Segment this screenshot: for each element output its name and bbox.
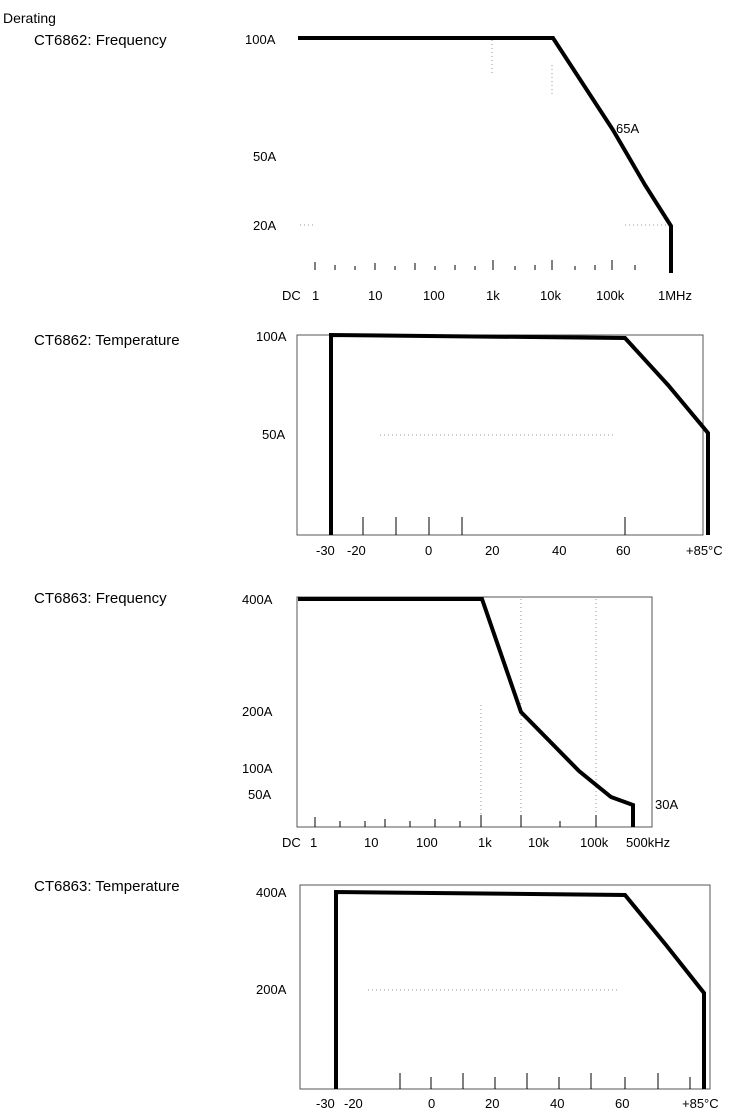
y-tick-label: 50A [262,427,285,442]
x-tick-label: 0 [425,543,432,558]
y-tick-label: 400A [256,885,287,900]
x-tick-label: 60 [616,543,630,558]
x-tick-label: 40 [552,543,566,558]
x-tick-label: -30 [316,543,335,558]
x-tick-label: 500kHz [626,835,670,850]
tick-marks [362,517,626,535]
x-tick-label: 20 [485,543,499,558]
panel-label-ct6863-temperature: CT6863: Temperature [34,878,180,895]
panel-label-ct6862-frequency: CT6862: Frequency [34,32,167,49]
derating-curve [334,889,706,1089]
chart-ct6862-temperature: 100A 50A -30 -20 0 20 40 60 +85°C [256,329,723,558]
tick-marks [399,1073,691,1089]
x-tick-label: -20 [344,1096,363,1111]
chart-ct6862-frequency: 100A 50A 20A 65A DC 1 10 100 1k 10k 100k… [245,32,692,303]
y-tick-label: 200A [242,704,273,719]
derating-curve [329,332,710,535]
x-tick-label: 0 [428,1096,435,1111]
x-tick-label: 100k [580,835,609,850]
grid-lines [480,599,597,825]
x-tick-label: DC [282,835,301,850]
grid-lines [300,40,670,226]
y-tick-label: 50A [248,787,271,802]
x-tick-label: 10k [540,288,561,303]
x-tick-label: -30 [316,1096,335,1111]
x-tick-label: DC [282,288,301,303]
y-tick-label: 20A [253,218,276,233]
x-tick-label: 100 [423,288,445,303]
x-tick-label: 10 [364,835,378,850]
x-tick-label: 60 [615,1096,629,1111]
annotation-30a: 30A [655,797,678,812]
derating-curve [298,597,635,827]
x-tick-label: 1 [312,288,319,303]
plot-frame [296,596,653,828]
x-tick-label: 20 [485,1096,499,1111]
x-tick-label: 1k [486,288,500,303]
plot-frame [299,884,711,1090]
x-tick-label: 1MHz [658,288,692,303]
x-tick-label: 100 [416,835,438,850]
panel-label-ct6863-frequency: CT6863: Frequency [34,590,167,607]
x-tick-label: -20 [347,543,366,558]
y-tick-label: 50A [253,149,276,164]
x-tick-label: +85°C [686,543,723,558]
y-tick-label: 200A [256,982,287,997]
y-tick-label: 100A [256,329,287,344]
tick-marks [314,260,672,270]
y-tick-label: 100A [242,761,273,776]
x-tick-label: 1k [478,835,492,850]
panel-label-ct6862-temperature: CT6862: Temperature [34,332,180,349]
x-tick-label: 100k [596,288,625,303]
chart-ct6863-temperature: 400A 200A -30 -20 0 20 40 60 +85°C [256,884,719,1111]
y-tick-label: 400A [242,592,273,607]
annotation-65a: 65A [616,121,639,136]
x-tick-label: 40 [550,1096,564,1111]
y-tick-label: 100A [245,32,276,47]
page-heading: Derating [3,10,56,26]
x-tick-label: 1 [310,835,317,850]
tick-marks [314,815,597,827]
x-tick-label: +85°C [682,1096,719,1111]
derating-curve [298,36,673,273]
x-tick-label: 10k [528,835,549,850]
chart-ct6863-frequency: 400A 200A 100A 50A 30A DC 1 10 100 1k 10… [242,592,678,850]
x-tick-label: 10 [368,288,382,303]
